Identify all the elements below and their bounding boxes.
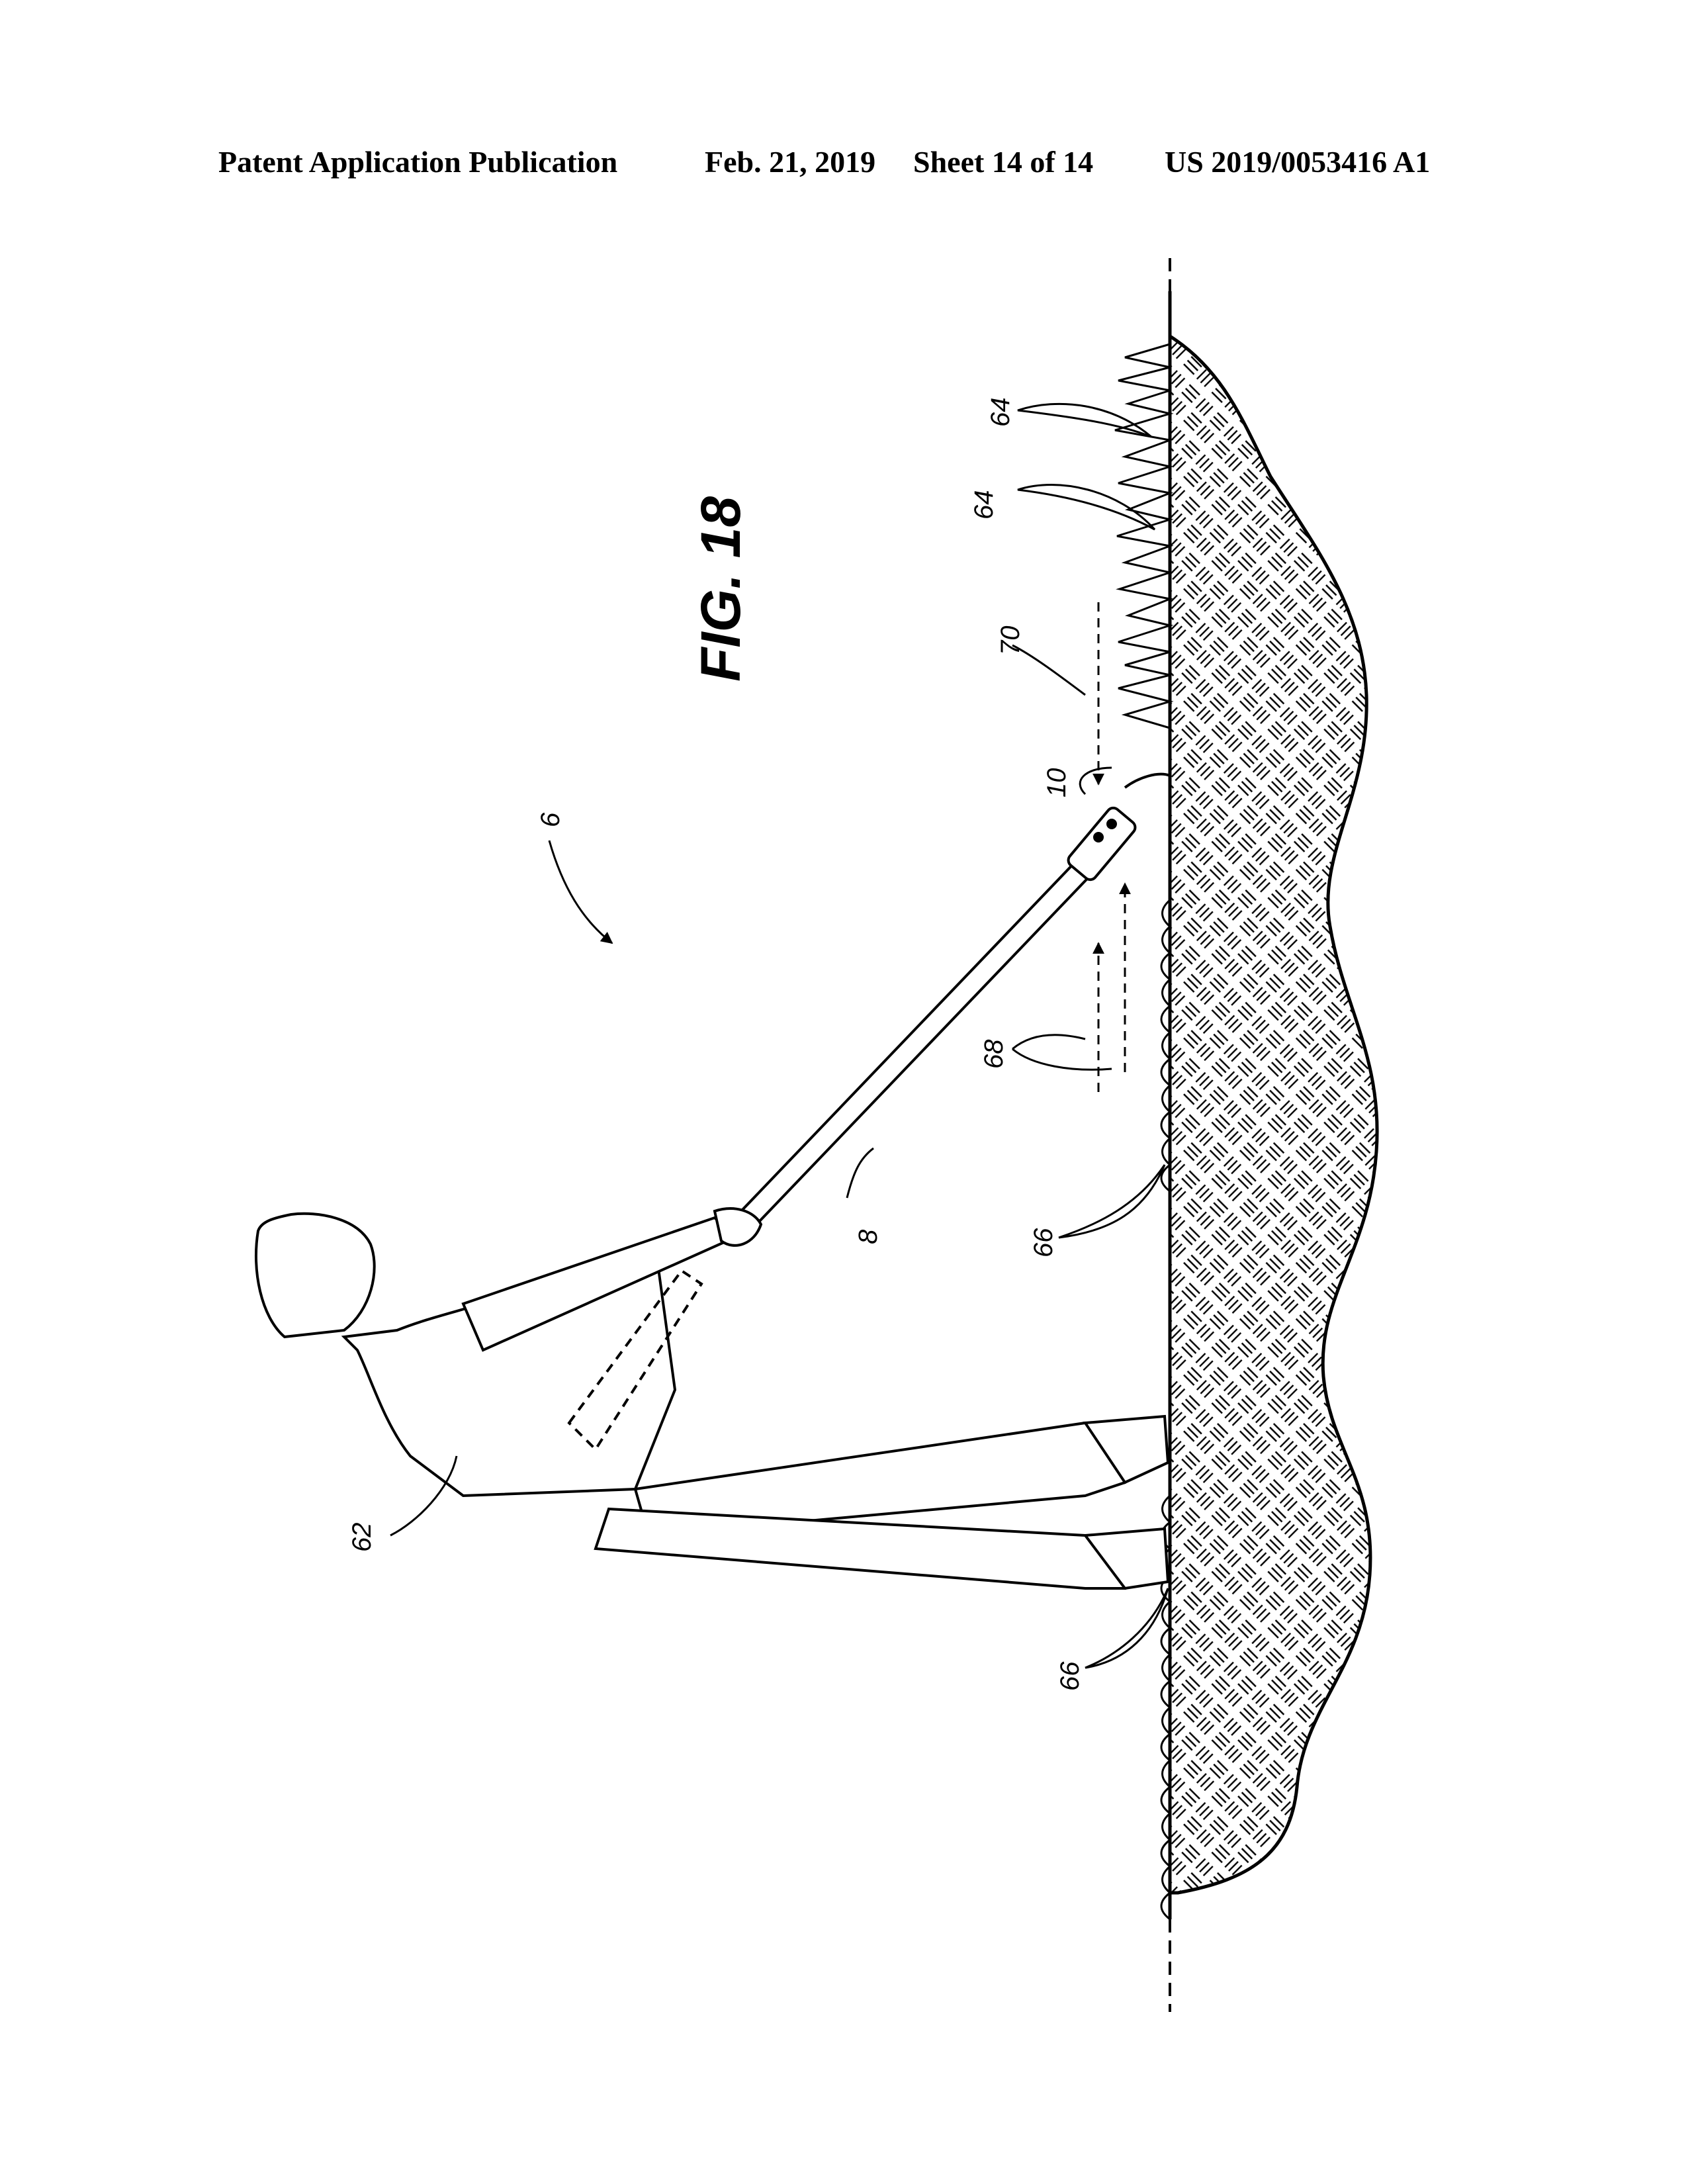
ref-tall-grass-1: 64 xyxy=(986,398,1015,428)
ref-head: 10 xyxy=(1042,768,1071,798)
publication-date: Feb. 21, 2019 xyxy=(705,145,876,179)
tall-grass xyxy=(1114,343,1174,729)
ref-forward-stroke: 68 xyxy=(979,1039,1008,1069)
tool-assembly xyxy=(738,772,1171,1223)
ref-operator: 62 xyxy=(347,1523,377,1553)
soil-section xyxy=(1168,333,1379,1895)
publication-label: Patent Application Publication xyxy=(218,145,618,179)
sheet-number: Sheet 14 of 14 xyxy=(913,145,1094,179)
ref-assembly: 6 xyxy=(536,812,565,827)
figure-title: FIG. 18 xyxy=(690,496,752,682)
ref-cut-grass-2: 66 xyxy=(1055,1661,1085,1691)
ref-return-stroke: 70 xyxy=(996,626,1025,656)
operator-figure xyxy=(254,1207,1170,1590)
ref-handle: 8 xyxy=(854,1229,883,1244)
ref-cut-grass-1: 66 xyxy=(1029,1228,1058,1257)
publication-number: US 2019/0053416 A1 xyxy=(1165,145,1431,179)
page-header: Patent Application Publication Feb. 21, … xyxy=(0,144,1694,191)
ref-tall-grass-2: 64 xyxy=(969,490,999,520)
